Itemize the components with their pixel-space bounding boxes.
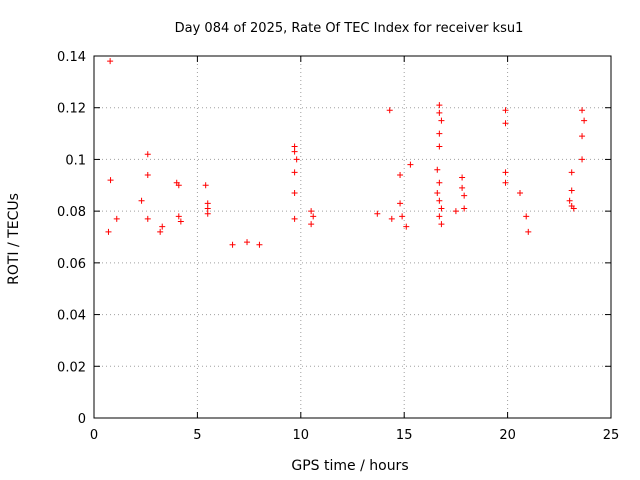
y-tick-label: 0.12 [57,102,86,117]
x-tick-labels: 0 5 10 15 20 25 [90,428,619,443]
data-point [159,223,166,230]
x-tick-label: 25 [603,428,620,443]
data-point [308,208,315,215]
data-point [244,239,251,246]
data-point [399,213,406,220]
data-points [105,58,588,248]
data-point [107,58,114,65]
x-tick-label: 5 [193,428,201,443]
data-point [397,171,404,178]
data-point [438,205,445,212]
data-point [436,109,443,116]
data-point [204,200,211,207]
data-point [459,174,466,181]
data-point [434,190,441,197]
data-point [204,210,211,217]
data-point [386,107,393,114]
data-point [157,228,164,235]
data-point [568,169,575,176]
y-tick-label: 0.04 [57,309,86,324]
data-point [523,213,530,220]
x-tick-label: 15 [396,428,413,443]
data-point [568,187,575,194]
x-tick-label: 0 [90,428,98,443]
data-point [204,205,211,212]
data-point [291,148,298,155]
data-point [291,190,298,197]
data-point [308,221,315,228]
y-tick-label: 0.02 [57,360,86,375]
data-point [525,228,532,235]
data-point [517,190,524,197]
x-tick-label: 10 [293,428,310,443]
data-point [579,107,586,114]
data-point [202,182,209,189]
data-point [175,213,182,220]
data-point [107,177,114,184]
data-point [461,192,468,199]
data-point [434,166,441,173]
data-point [579,133,586,140]
grid [94,56,611,418]
data-point [459,184,466,191]
x-axis-label: GPS time / hours [291,458,408,474]
data-point [436,130,443,137]
data-point [388,215,395,222]
x-tick-label: 20 [499,428,516,443]
data-point [502,120,509,127]
y-tick-label: 0.08 [57,205,86,220]
data-point [293,156,300,163]
data-point [291,169,298,176]
y-tick-label: 0.1 [65,153,86,168]
data-point [502,107,509,114]
data-point [144,171,151,178]
data-point [436,213,443,220]
chart-title: Day 084 of 2025, Rate Of TEC Index for r… [175,21,524,36]
data-point [566,197,573,204]
data-point [438,221,445,228]
data-point [229,241,236,248]
data-point [452,208,459,215]
data-point [175,182,182,189]
data-point [105,228,112,235]
data-point [177,218,184,225]
data-point [436,102,443,109]
plot-frame [93,55,612,419]
data-point [374,210,381,217]
data-point [436,197,443,204]
data-point [461,205,468,212]
data-point [397,200,404,207]
y-axis-label: ROTI / TECUs [6,193,22,285]
data-point [138,197,145,204]
data-point [407,161,414,168]
data-point [579,156,586,163]
data-point [502,179,509,186]
data-point [436,179,443,186]
data-point [436,143,443,150]
data-point [581,117,588,124]
data-point [403,223,410,230]
y-tick-labels: 0 0.02 0.04 0.06 0.08 0.1 0.12 0.14 [57,50,86,427]
data-point [310,213,317,220]
axis-ticks [93,55,612,419]
data-point [291,215,298,222]
data-point [144,151,151,158]
data-point [113,215,120,222]
data-point [570,205,577,212]
data-point [256,241,263,248]
data-point [438,117,445,124]
y-tick-label: 0.06 [57,257,86,272]
data-point [502,169,509,176]
y-tick-label: 0.14 [57,50,86,65]
data-point [291,143,298,150]
y-tick-label: 0 [78,412,86,427]
data-point [144,215,151,222]
